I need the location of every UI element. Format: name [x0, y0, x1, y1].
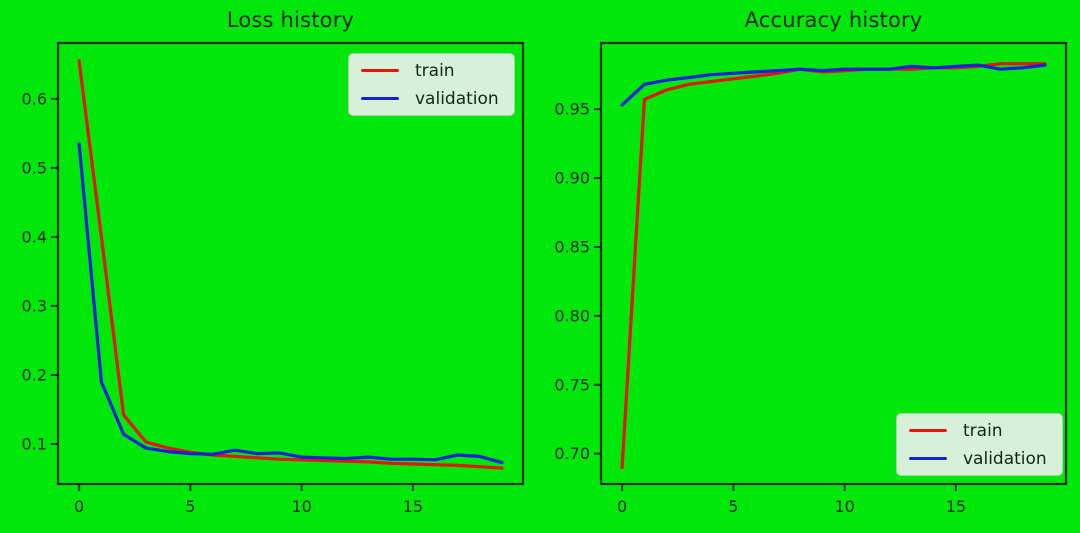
- axes: 0 5 10 15 0.1 0.2 0.3 0.4 0.5 0.6: [22, 41, 525, 516]
- y-tick-label: 0.75: [554, 375, 590, 394]
- axes-spines: [56, 41, 525, 486]
- x-tick-label: 10: [291, 497, 311, 516]
- y-tick-label: 0.1: [22, 434, 47, 453]
- validation-line: [620, 63, 1047, 107]
- x-tick-label: 5: [185, 497, 195, 516]
- x-tick-label: 5: [728, 497, 738, 516]
- legend-row-train: train: [909, 417, 1050, 445]
- axes: 0 5 10 15 0.70 0.75 0.80 0.85 0.90 0.95: [554, 41, 1068, 516]
- y-tick-label: 0.6: [22, 89, 47, 108]
- train-line: [77, 59, 504, 470]
- x-tick-label: 0: [617, 497, 627, 516]
- y-tick-label: 0.90: [554, 169, 590, 188]
- chart-title-accuracy: Accuracy history: [744, 8, 923, 32]
- y-tick-label: 0.70: [554, 444, 590, 463]
- validation-line: [77, 142, 504, 465]
- legend-loss: train validation: [348, 53, 515, 116]
- legend-row-validation: validation: [909, 445, 1050, 473]
- legend-label-validation: validation: [415, 88, 499, 109]
- legend-label-train: train: [963, 420, 1003, 441]
- x-tick-label: 15: [403, 497, 423, 516]
- train-line: [620, 62, 1047, 470]
- validation-line-swatch: [909, 456, 947, 461]
- chart-title-loss: Loss history: [226, 8, 355, 32]
- y-tick-label: 0.85: [554, 237, 590, 256]
- x-tick-label: 15: [946, 497, 966, 516]
- y-tick-label: 0.3: [22, 296, 47, 315]
- x-tick-label: 10: [834, 497, 854, 516]
- train-line-swatch: [361, 68, 399, 73]
- y-tick-label: 0.95: [554, 100, 590, 119]
- legend-label-train: train: [415, 60, 455, 81]
- y-tick-label: 0.2: [22, 365, 47, 384]
- y-tick-label: 0.5: [22, 158, 47, 177]
- legend-row-validation: validation: [361, 85, 502, 113]
- validation-line-swatch: [361, 96, 399, 101]
- axes-spines: [599, 41, 1068, 486]
- legend-label-validation: validation: [963, 448, 1047, 469]
- y-tick-label: 0.80: [554, 306, 590, 325]
- legend-row-train: train: [361, 57, 502, 85]
- x-tick-label: 0: [74, 497, 84, 516]
- train-line-swatch: [909, 428, 947, 433]
- y-tick-label: 0.4: [22, 227, 47, 246]
- legend-accuracy: train validation: [896, 413, 1063, 476]
